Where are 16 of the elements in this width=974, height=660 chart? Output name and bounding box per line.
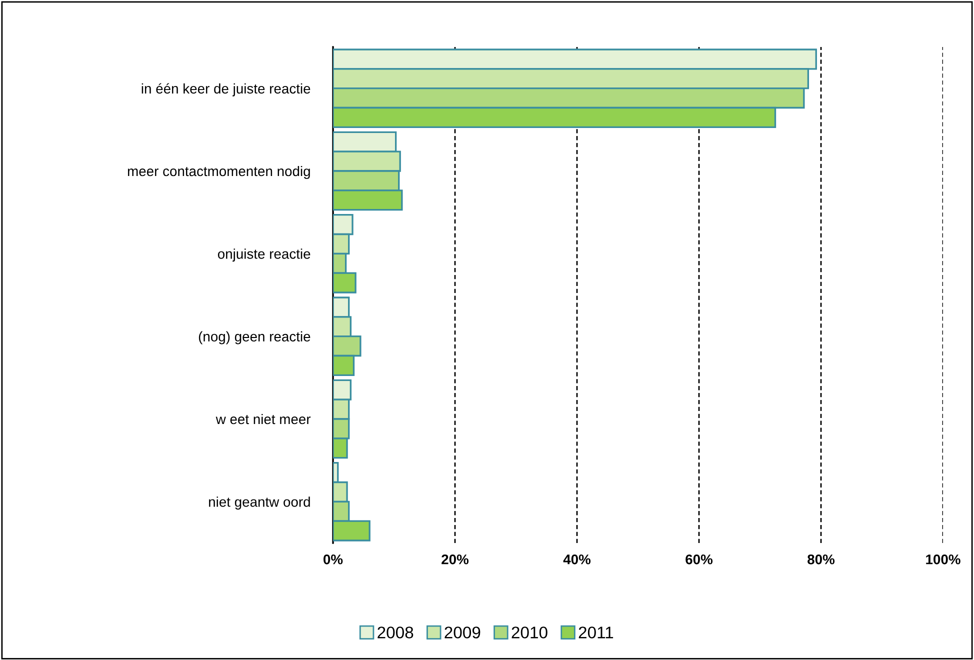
y-tick-label: niet geantw oord	[209, 496, 310, 510]
x-tick-label: 20%	[442, 554, 469, 564]
y-tick-label: meer contactmomenten nodig	[128, 166, 310, 179]
x-tick-label: 60%	[686, 554, 713, 564]
x-tick-label: 100%	[926, 554, 960, 564]
legend-label: 2011	[578, 626, 614, 638]
x-tick-label: 40%	[563, 554, 591, 564]
x-tick-label: 0%	[324, 554, 343, 564]
x-tick-label: 80%	[808, 554, 835, 564]
y-tick-label: onjuiste reactie	[218, 248, 310, 262]
legend-label: 2008	[378, 626, 414, 638]
y-tick-label: (nog) geen reactie	[198, 331, 310, 344]
legend-label: 2010	[512, 626, 548, 638]
y-tick-label: w eet niet meer	[216, 414, 311, 424]
legend-label: 2009	[444, 626, 480, 638]
y-tick-label: in één keer de juiste reactie	[142, 83, 310, 96]
